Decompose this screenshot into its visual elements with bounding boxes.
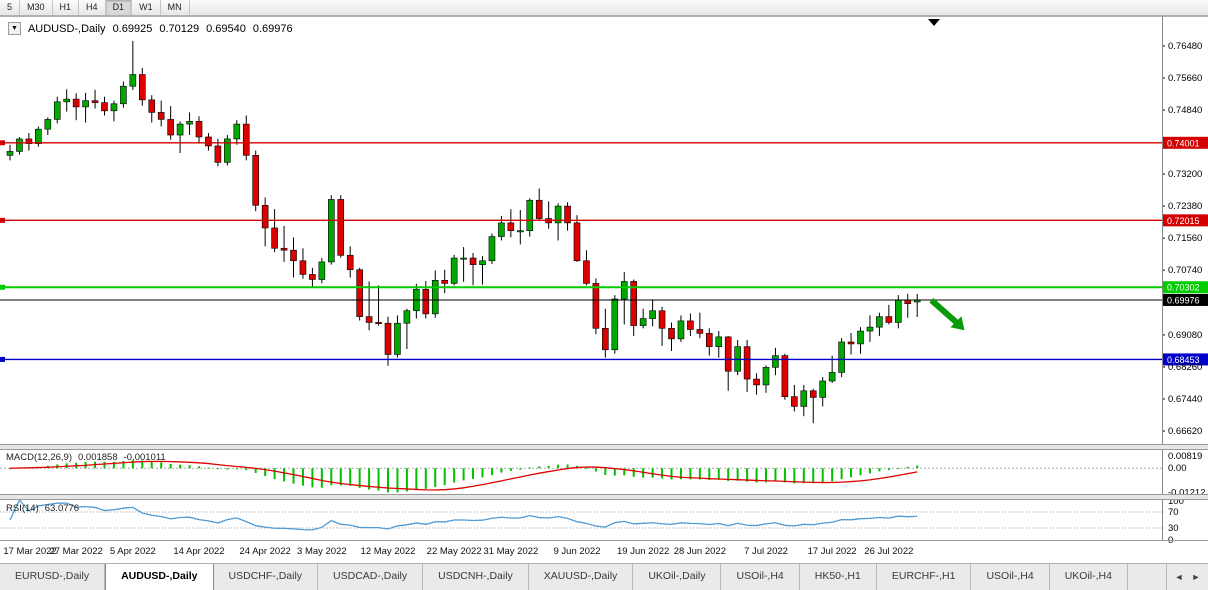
svg-text:14 Apr 2022: 14 Apr 2022 xyxy=(173,546,224,557)
tabs-scroll-controls: ◄ ► xyxy=(1166,564,1208,590)
svg-text:0.76480: 0.76480 xyxy=(1168,41,1202,52)
macd-indicator-label: MACD(12,26,9) 0.001858 -0.001011 xyxy=(6,452,166,463)
symbol-tabs: EURUSD-,Daily AUDUSD-,Daily USDCHF-,Daily U… xyxy=(0,564,1166,590)
svg-text:3 May 2022: 3 May 2022 xyxy=(297,546,347,557)
svg-text:-0.01212: -0.01212 xyxy=(1168,487,1206,498)
svg-text:0.00819: 0.00819 xyxy=(1168,451,1202,462)
svg-text:5 Apr 2022: 5 Apr 2022 xyxy=(110,546,156,557)
svg-text:0.74001: 0.74001 xyxy=(1167,138,1200,148)
timeframe-button-w1[interactable]: W1 xyxy=(132,0,161,15)
symbol-tab-usoil-h4[interactable]: USOil-,H4 xyxy=(721,564,800,590)
symbol-tab-usoil-h4[interactable]: USOil-,H4 xyxy=(971,564,1050,590)
svg-text:24 Apr 2022: 24 Apr 2022 xyxy=(240,546,291,557)
timeframe-button-d1[interactable]: D1 xyxy=(105,0,133,15)
timeframe-button-h4[interactable]: H4 xyxy=(79,0,106,15)
svg-text:0.69976: 0.69976 xyxy=(1167,295,1200,305)
svg-text:0.68260: 0.68260 xyxy=(1168,362,1202,373)
symbol-tab-audusd-daily[interactable]: AUDUSD-,Daily xyxy=(105,564,214,590)
ohlc-open: 0.69925 xyxy=(112,22,153,35)
svg-text:12 May 2022: 12 May 2022 xyxy=(361,546,416,557)
symbol-tab-eurchf-h1[interactable]: EURCHF-,H1 xyxy=(877,564,972,590)
symbol-tab-eurusd-daily[interactable]: EURUSD-,Daily xyxy=(0,564,106,590)
svg-text:0.70740: 0.70740 xyxy=(1168,265,1202,276)
symbol-tab-usdcnh-daily[interactable]: USDCNH-,Daily xyxy=(423,564,529,590)
symbol-tab-ukoil-h4[interactable]: UKOil-,H4 xyxy=(1050,564,1128,590)
price-axis[interactable]: 0.74001 0.72015 0.70302 0.68453 0.69976 0.764… xyxy=(1162,41,1208,437)
chart-symbol-title: AUDUSD-,Daily xyxy=(27,22,106,35)
timeframe-button-mn[interactable]: MN xyxy=(161,0,190,15)
ohlc-close: 0.69976 xyxy=(252,22,293,35)
svg-text:19 Jun 2022: 19 Jun 2022 xyxy=(617,546,669,557)
timeframe-button-5[interactable]: 5 xyxy=(0,0,21,15)
svg-text:17 Jul 2022: 17 Jul 2022 xyxy=(808,546,857,557)
svg-text:0.70302: 0.70302 xyxy=(1167,283,1200,293)
sell-arrow-annotation[interactable] xyxy=(929,297,965,331)
price-pane[interactable] xyxy=(0,40,1162,424)
svg-text:0.71560: 0.71560 xyxy=(1168,233,1202,244)
svg-text:70: 70 xyxy=(1168,507,1179,518)
rsi-value: 63.0776 xyxy=(44,503,80,514)
svg-text:0.73200: 0.73200 xyxy=(1168,169,1202,180)
ohlc-low: 0.69540 xyxy=(206,22,246,35)
svg-text:17 Mar 2022: 17 Mar 2022 xyxy=(3,546,56,557)
svg-text:31 May 2022: 31 May 2022 xyxy=(483,546,538,557)
timeframe-toolbar: 5 M30 H1 H4 D1 W1 MN xyxy=(0,0,1208,16)
svg-text:100: 100 xyxy=(1168,496,1184,507)
symbol-tab-xauusd-daily[interactable]: XAUUSD-,Daily xyxy=(529,564,634,590)
symbol-tab-usdchf-daily[interactable]: USDCHF-,Daily xyxy=(214,564,319,590)
timeframe-button-h1[interactable]: H1 xyxy=(53,0,80,15)
macd-value-signal: -0.001011 xyxy=(123,452,166,463)
svg-text:26 Jul 2022: 26 Jul 2022 xyxy=(864,546,913,557)
rsi-indicator-label: RSI(14) 63.0776 xyxy=(6,503,79,514)
macd-signal-line xyxy=(9,460,918,491)
rsi-title: RSI(14) xyxy=(6,503,39,514)
candles xyxy=(6,40,921,424)
symbol-dropdown-icon[interactable]: ▼ xyxy=(8,22,21,35)
svg-text:0.72380: 0.72380 xyxy=(1168,201,1202,212)
svg-text:0.67440: 0.67440 xyxy=(1168,394,1202,405)
svg-text:0.00: 0.00 xyxy=(1168,463,1187,474)
macd-title: MACD(12,26,9) xyxy=(6,452,72,463)
symbol-tab-hk50-h1[interactable]: HK50-,H1 xyxy=(800,564,877,590)
price-chart-canvas[interactable]: 0.74001 0.72015 0.70302 0.68453 0.69976 0.764… xyxy=(0,16,1208,563)
svg-text:0.75660: 0.75660 xyxy=(1168,73,1202,84)
symbol-tabbar: EURUSD-,Daily AUDUSD-,Daily USDCHF-,Daily U… xyxy=(0,563,1208,590)
tabs-scroll-right-button[interactable]: ► xyxy=(1191,572,1201,582)
chart-window[interactable]: 0.74001 0.72015 0.70302 0.68453 0.69976 0.764… xyxy=(0,16,1208,563)
svg-text:0.74840: 0.74840 xyxy=(1168,105,1202,116)
ohlc-high: 0.70129 xyxy=(159,22,200,35)
macd-value-main: 0.001858 xyxy=(78,452,118,463)
svg-text:9 Jun 2022: 9 Jun 2022 xyxy=(553,546,600,557)
svg-text:30: 30 xyxy=(1168,523,1179,534)
svg-text:0.66620: 0.66620 xyxy=(1168,426,1202,437)
svg-text:27 Mar 2022: 27 Mar 2022 xyxy=(49,546,102,557)
svg-text:22 May 2022: 22 May 2022 xyxy=(427,546,482,557)
svg-text:28 Jun 2022: 28 Jun 2022 xyxy=(674,546,726,557)
svg-text:0.69080: 0.69080 xyxy=(1168,330,1202,341)
symbol-tab-ukoil-daily[interactable]: UKOil-,Daily xyxy=(633,564,722,590)
timeframe-button-m30[interactable]: M30 xyxy=(20,0,53,15)
svg-text:0.68453: 0.68453 xyxy=(1167,355,1200,365)
chart-shift-marker-icon[interactable] xyxy=(928,19,940,26)
symbol-tab-usdcad-daily[interactable]: USDCAD-,Daily xyxy=(318,564,424,590)
svg-text:7 Jul 2022: 7 Jul 2022 xyxy=(744,546,788,557)
svg-text:0.72015: 0.72015 xyxy=(1167,216,1200,226)
rsi-line xyxy=(9,498,918,531)
chart-ohlc-readout: ▼ AUDUSD-,Daily 0.69925 0.70129 0.69540 … xyxy=(8,22,293,35)
tabs-scroll-left-button[interactable]: ◄ xyxy=(1174,572,1184,582)
